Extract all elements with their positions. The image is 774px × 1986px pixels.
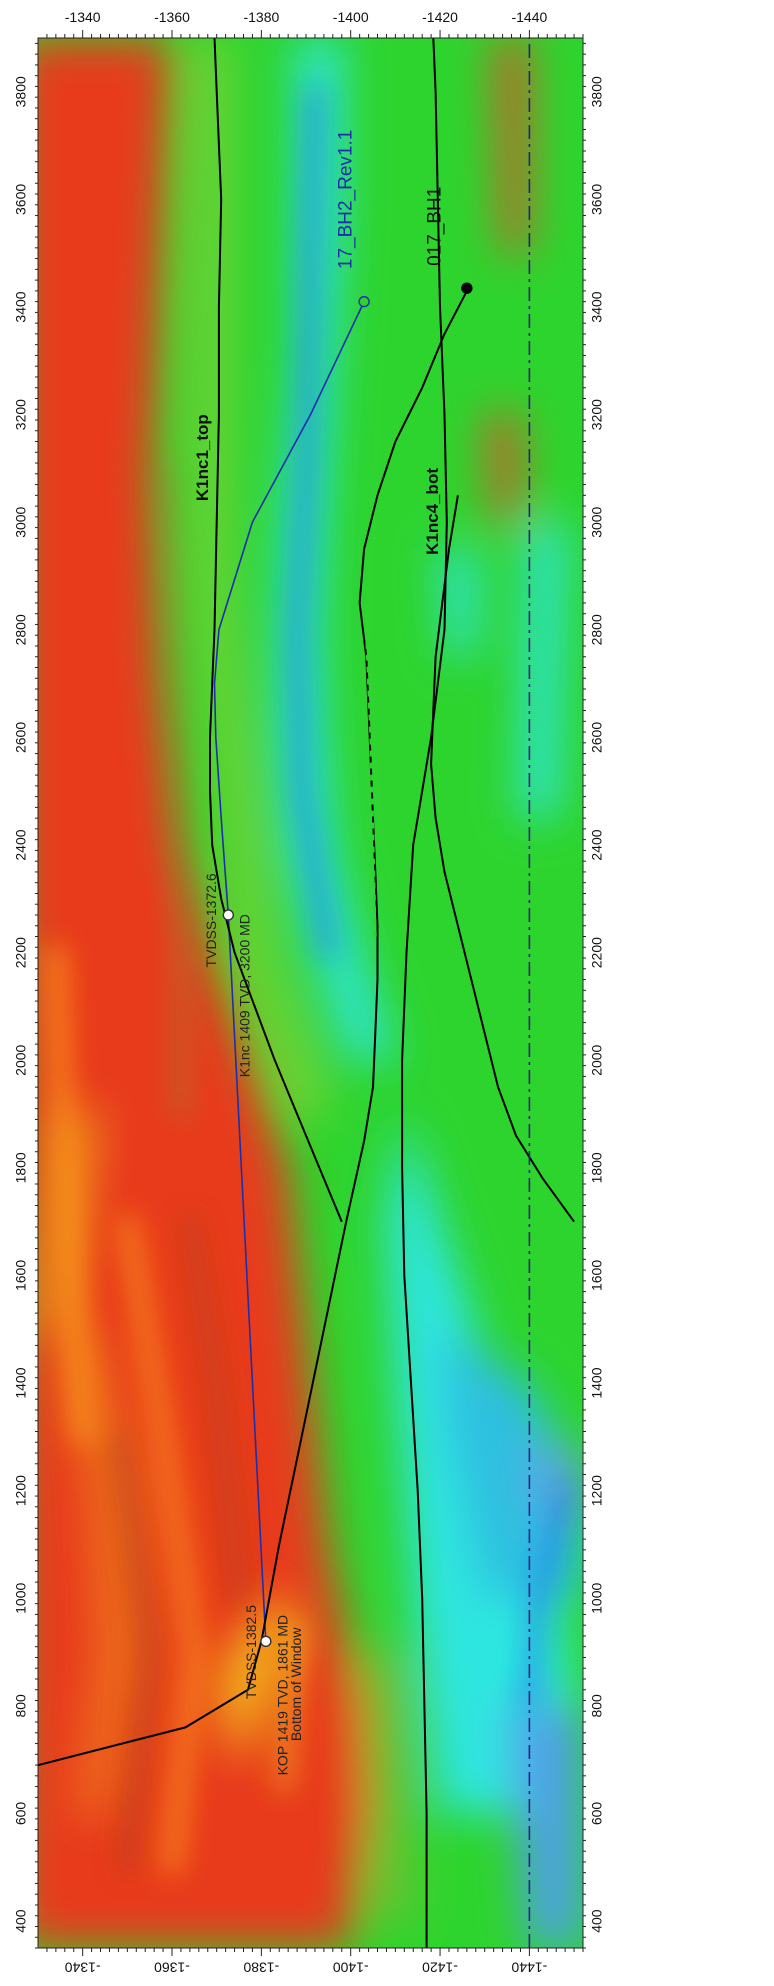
series-k1nc4-bot <box>401 38 448 1948</box>
label-k1nc-3200md: K1nc 1409 TVD, 3200 MD <box>236 914 252 1077</box>
x-tick-label-right: 1600 <box>589 1260 605 1291</box>
x-tick-label-right: 3800 <box>589 76 605 107</box>
y-tick-label-top: -1360 <box>154 9 190 25</box>
seismic-streak-5 <box>291 85 335 959</box>
x-tick-label-right: 400 <box>589 1909 605 1933</box>
seismic-streak-0 <box>47 944 91 1445</box>
annotation-layer: 17_BH2_Rev1.1 017_BH1 K1nc1_top K1nc4_bot TV… <box>193 130 446 1776</box>
series-line-4 <box>430 495 575 1223</box>
x-tick-label-left: 3200 <box>13 399 29 430</box>
x-tick-label-right: 1200 <box>589 1475 605 1506</box>
x-tick-label-right: 2200 <box>589 937 605 968</box>
y-tick-label-top: -1440 <box>511 9 547 25</box>
series-17-bh2-rev1-1 <box>213 301 365 1642</box>
x-tick-label-left: 3000 <box>13 506 29 537</box>
x-tick-label-right: 2000 <box>589 1044 605 1075</box>
seismic-blob-13 <box>493 38 530 254</box>
label-k1nc4-bot: K1nc4_bot <box>423 468 442 555</box>
x-tick-label-right: 1000 <box>589 1583 605 1614</box>
y-tick-label-bottom: -1400 <box>333 1959 369 1975</box>
seismic-streak-3 <box>112 1430 156 1874</box>
x-tick-label-left: 2600 <box>13 722 29 753</box>
seismic-blob-9 <box>529 1447 583 1518</box>
seismic-streak-6 <box>523 1484 572 1712</box>
bh1-end-point <box>461 282 473 294</box>
series-k1nc1-top <box>209 38 343 1223</box>
x-tick-label-left: 1400 <box>13 1367 29 1398</box>
x-tick-label-right: 800 <box>589 1694 605 1718</box>
x-tick-label-right: 1800 <box>589 1152 605 1183</box>
label-kop: KOP 1419 TVD, 1861 MD <box>274 1615 290 1776</box>
x-tick-label-right: 2400 <box>589 829 605 860</box>
y-tick-label-top: -1400 <box>333 9 369 25</box>
y-tick-label-top: -1420 <box>422 9 458 25</box>
seismic-background <box>38 38 583 1948</box>
y-tick-label-bottom: -1380 <box>243 1959 279 1975</box>
x-tick-label-left: 2200 <box>13 937 29 968</box>
x-tick-label-left: 3400 <box>13 291 29 322</box>
axis-layer: 400 400 600 600 800 800 1000 1000 1200 1200 1400 14… <box>13 9 605 1975</box>
bh2-end-point <box>358 295 370 308</box>
x-tick-label-right: 2800 <box>589 614 605 645</box>
plot-frame <box>37 37 584 1949</box>
label-017-bh1: 017_BH1 <box>425 187 446 266</box>
seismic-blob-8 <box>507 1705 583 1948</box>
label-bottom-window: Bottom of Window <box>288 1627 304 1741</box>
x-tick-label-right: 3400 <box>589 291 605 322</box>
marker-layer <box>222 282 473 1648</box>
series-layer <box>38 38 575 1948</box>
y-tick-label-top: -1340 <box>65 9 101 25</box>
series-017-bh1 <box>38 290 468 1767</box>
seismic-streak-1 <box>120 1214 202 1875</box>
x-tick-label-left: 800 <box>13 1694 29 1718</box>
seismic-blob-2 <box>225 1598 289 1760</box>
label-17-bh2: 17_BH2_Rev1.1 <box>335 130 356 269</box>
label-tvdss-1382: TVDSS-1382.5 <box>243 1605 259 1699</box>
y-tick-label-bottom: -1420 <box>422 1959 458 1975</box>
seismic-blob-11 <box>520 522 566 819</box>
seismic-streak-7 <box>158 463 186 1120</box>
x-tick-label-right: 3600 <box>589 184 605 215</box>
x-tick-label-left: 1200 <box>13 1475 29 1506</box>
x-tick-label-left: 2800 <box>13 614 29 645</box>
seismic-blob-14 <box>359 1652 414 1922</box>
x-tick-label-left: 400 <box>13 1909 29 1933</box>
x-tick-label-right: 3000 <box>589 506 605 537</box>
x-tick-label-left: 600 <box>13 1802 29 1826</box>
label-tvdss-1372: TVDSS-1372.6 <box>203 873 219 967</box>
kop-point <box>260 1635 272 1648</box>
x-tick-label-right: 1400 <box>589 1367 605 1398</box>
label-k1nc1-top: K1nc1_top <box>193 414 212 501</box>
x-tick-label-left: 3600 <box>13 184 29 215</box>
x-tick-label-right: 3200 <box>589 399 605 430</box>
x-tick-label-right: 2600 <box>589 722 605 753</box>
x-tick-label-left: 1000 <box>13 1583 29 1614</box>
y-tick-label-top: -1380 <box>243 9 279 25</box>
y-tick-label-bottom: -1340 <box>65 1959 101 1975</box>
x-tick-label-left: 3800 <box>13 76 29 107</box>
seismic-streak-4 <box>183 1215 246 1605</box>
seismic-blob-7 <box>440 1329 583 1599</box>
seismic-blob-4 <box>198 38 329 1115</box>
x-tick-label-left: 1600 <box>13 1260 29 1291</box>
seismic-blob-10 <box>440 549 476 657</box>
x-tick-label-left: 2000 <box>13 1044 29 1075</box>
entry-point <box>222 909 235 921</box>
seismic-blob-12 <box>484 414 521 523</box>
x-tick-label-left: 1800 <box>13 1152 29 1183</box>
x-tick-label-right: 600 <box>589 1802 605 1826</box>
seismic-streak-2 <box>278 1620 303 1792</box>
bh1-dashed-segment <box>364 629 377 937</box>
y-tick-label-bottom: -1440 <box>511 1959 547 1975</box>
y-tick-label-bottom: -1360 <box>154 1959 190 1975</box>
x-tick-label-left: 2400 <box>13 829 29 860</box>
